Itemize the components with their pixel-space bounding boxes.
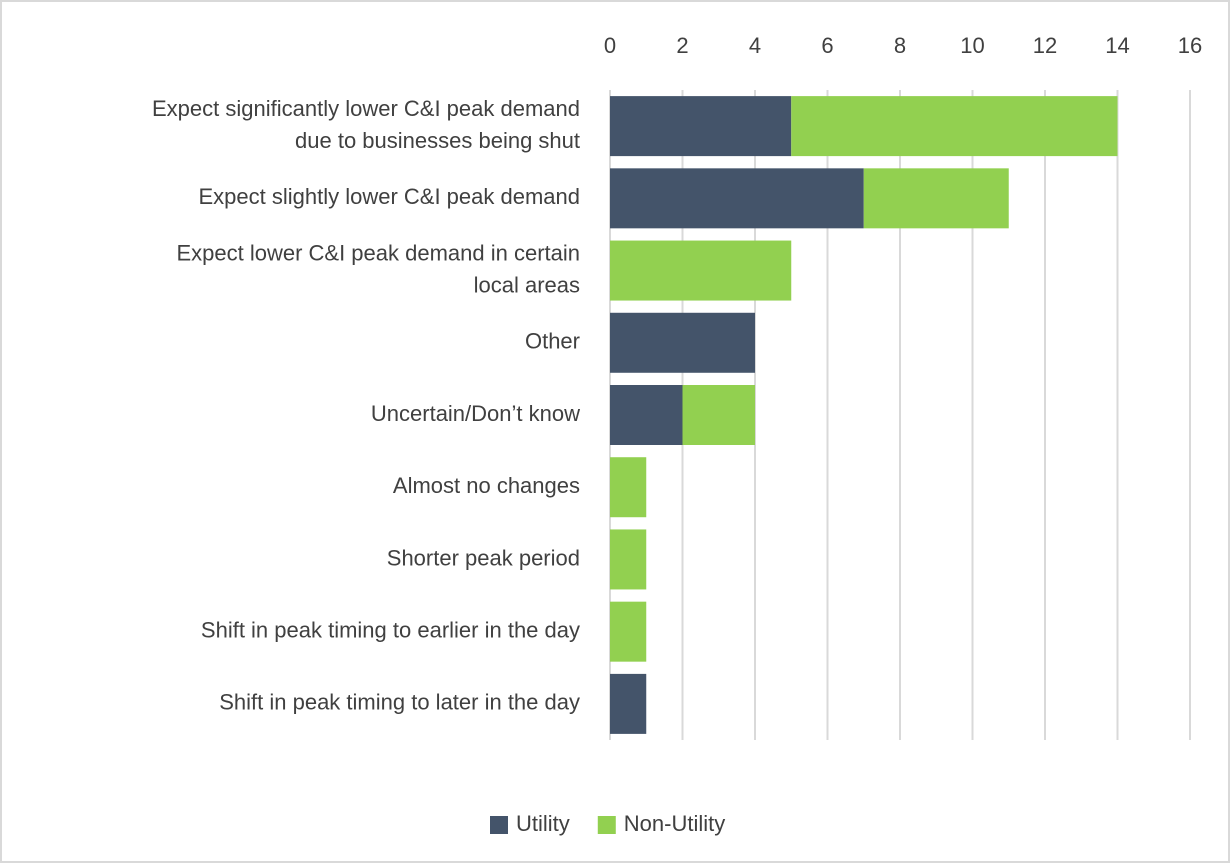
y-tick-label: Expect slightly lower C&I peak demand [198,184,580,209]
y-tick-label: due to businesses being shut [295,128,580,153]
legend-swatch [597,816,616,834]
bar [610,529,647,590]
bar [610,168,864,229]
bar [610,312,755,373]
bar [682,385,755,445]
legend-label: Utility [516,811,570,836]
x-tick-label: 16 [1178,33,1202,58]
bar [610,601,647,662]
legend-swatch [490,816,508,834]
x-tick-label: 10 [960,33,984,58]
x-tick-label: 8 [894,33,906,58]
x-tick-label: 2 [676,33,688,58]
x-tick-label: 12 [1033,33,1057,58]
y-tick-label: Expect significantly lower C&I peak dema… [152,96,580,121]
y-tick-label: Expect lower C&I peak demand in certain [176,240,580,265]
bar [610,96,792,157]
x-tick-label: 0 [604,33,616,58]
bar [610,457,647,518]
x-tick-label: 6 [821,33,833,58]
y-tick-label: Shift in peak timing to earlier in the d… [201,617,580,642]
legend-label: Non-Utility [624,811,725,836]
y-tick-label: Uncertain/Don’t know [371,401,580,426]
y-tick-label: Shift in peak timing to later in the day [219,690,580,715]
bar [610,385,683,445]
y-tick-label: local areas [474,272,580,297]
y-tick-label: Shorter peak period [387,545,580,570]
bar [610,673,647,734]
bar [791,96,1118,157]
y-tick-label: Other [525,329,580,354]
y-tick-label: Almost no changes [393,473,580,498]
x-tick-label: 14 [1105,33,1129,58]
bar [863,168,1009,229]
x-tick-label: 4 [749,33,761,58]
bar [610,240,792,301]
